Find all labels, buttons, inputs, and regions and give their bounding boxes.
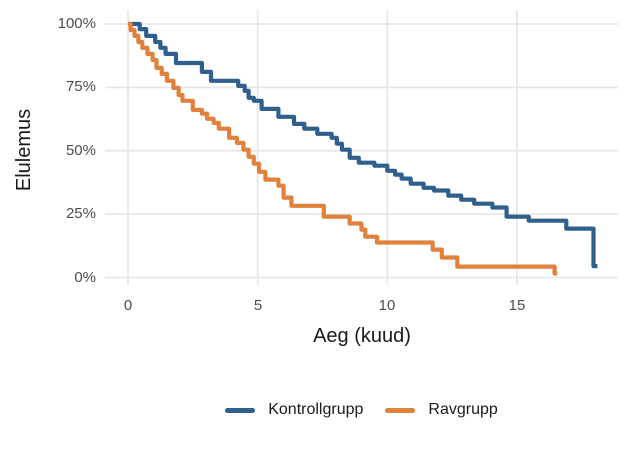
x-tick-10: 10 [378, 297, 396, 314]
legend-label-kontrollgrupp: Kontrollgrupp [268, 401, 364, 418]
y-tick-50: 50% [65, 142, 96, 159]
y-tick-75: 75% [65, 78, 96, 95]
x-tick-0: 0 [123, 297, 133, 314]
legend-item-kontrollgrupp: Kontrollgrupp [225, 401, 363, 419]
legend-item-ravgrupp: Ravgrupp [385, 401, 498, 419]
x-axis-title: Aeg (kuud) [313, 325, 411, 347]
legend: Kontrollgrupp Ravgrupp [93, 397, 630, 423]
legend-label-ravgrupp: Ravgrupp [428, 401, 498, 418]
kontrollgrupp-line-swatch [225, 407, 256, 413]
y-axis-title: Elulemus [13, 108, 35, 192]
ravgrupp-line-swatch [385, 407, 416, 413]
x-tick-15: 15 [508, 297, 526, 314]
x-tick-5: 5 [253, 297, 263, 314]
y-tick-25: 25% [65, 205, 96, 222]
y-tick-100: 100% [57, 15, 96, 32]
y-tick-0: 0% [74, 269, 96, 286]
